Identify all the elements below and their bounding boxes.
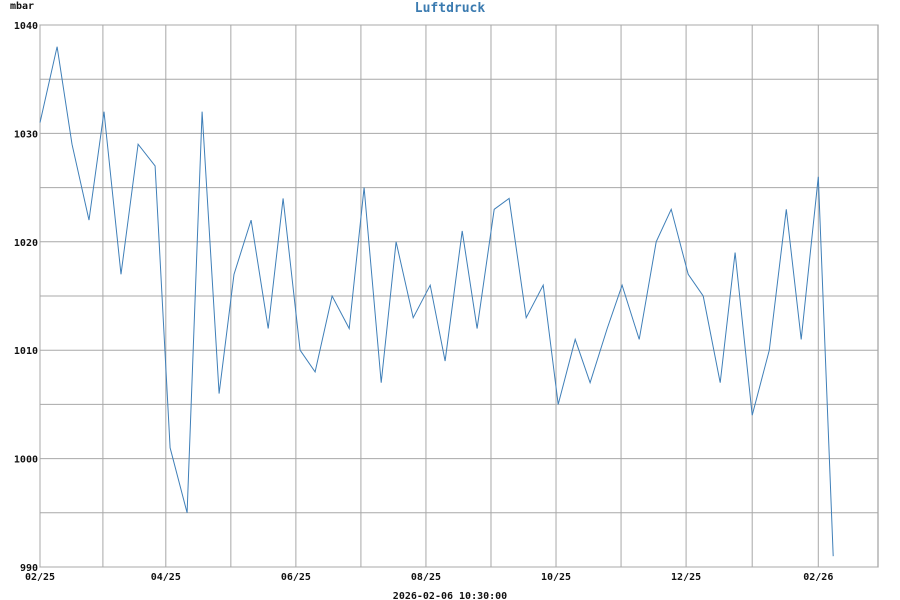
x-tick-label: 02/26 (803, 572, 833, 583)
x-axis-ticks: 02/25 04/25 06/25 08/25 10/25 12/25 02/26 (25, 572, 833, 583)
grid-lines (39, 24, 878, 568)
chart-title: Luftdruck (415, 1, 486, 16)
y-tick-label: 990 (20, 563, 38, 574)
x-tick-label: 02/25 (25, 572, 55, 583)
y-tick-label: 1020 (14, 238, 38, 249)
x-tick-label: 12/25 (671, 572, 701, 583)
pressure-series (39, 46, 834, 557)
y-tick-label: 1030 (14, 129, 38, 140)
y-tick-label: 1000 (14, 455, 38, 466)
y-tick-label: 1010 (14, 346, 38, 357)
x-tick-label: 08/25 (411, 572, 441, 583)
y-tick-label: 1040 (14, 21, 38, 32)
x-tick-label: 04/25 (151, 572, 181, 583)
series-line (39, 46, 834, 557)
x-tick-label: 06/25 (281, 572, 311, 583)
y-axis-unit-label: mbar (10, 1, 34, 12)
y-axis-ticks: 990 1000 1010 1020 1030 1040 (14, 21, 38, 574)
timestamp-label: 2026-02-06 10:30:00 (393, 591, 507, 600)
x-tick-label: 10/25 (541, 572, 571, 583)
